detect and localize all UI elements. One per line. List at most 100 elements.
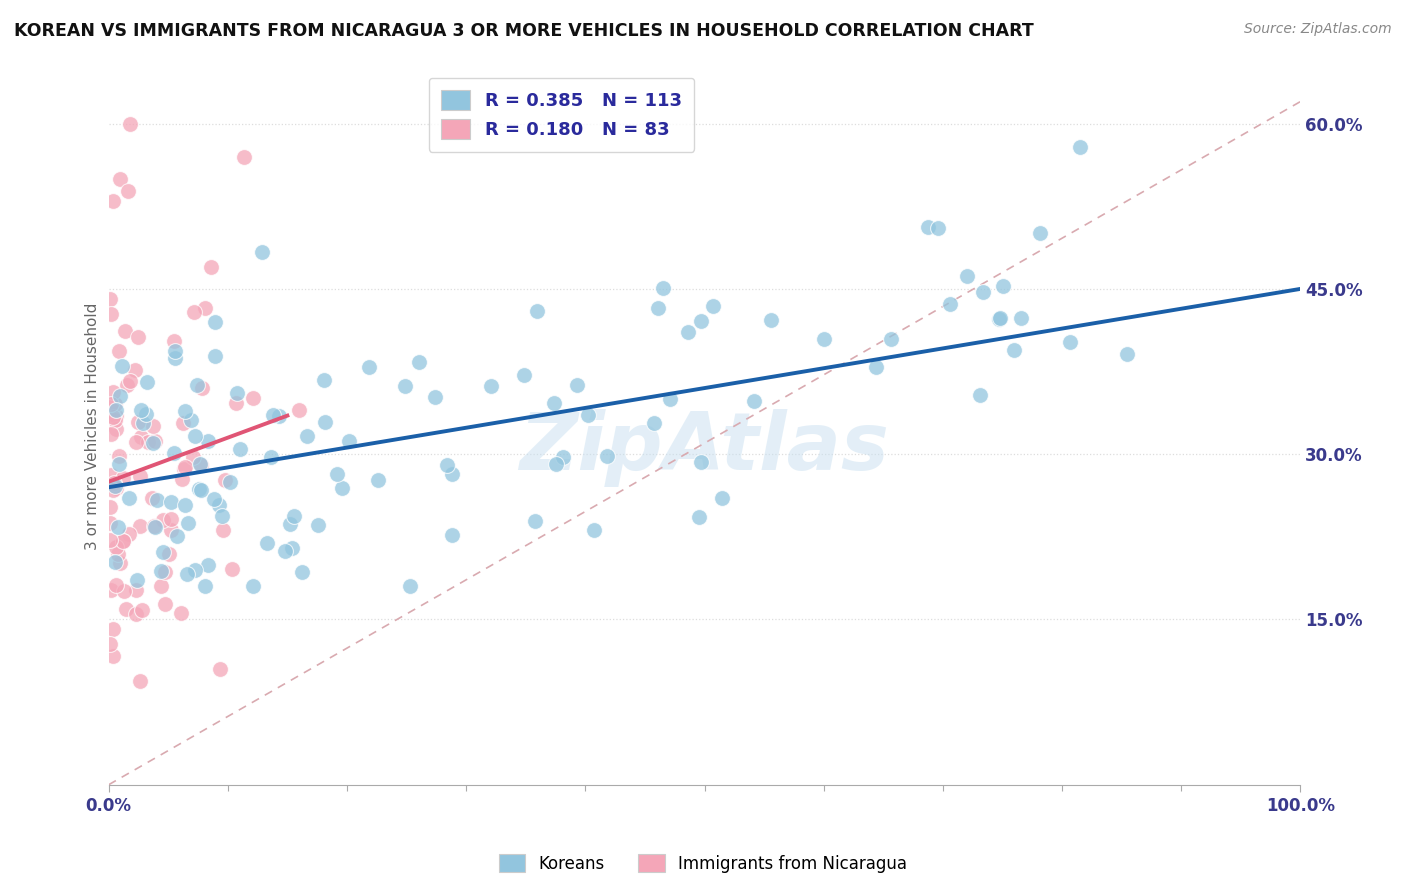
Point bbox=[553, 450, 575, 464]
Text: Source: ZipAtlas.com: Source: ZipAtlas.com bbox=[1244, 22, 1392, 37]
Point bbox=[879, 332, 901, 346]
Point bbox=[163, 343, 186, 358]
Point bbox=[170, 606, 193, 620]
Point bbox=[583, 523, 606, 537]
Text: KOREAN VS IMMIGRANTS FROM NICARAGUA 3 OR MORE VEHICLES IN HOUSEHOLD CORRELATION : KOREAN VS IMMIGRANTS FROM NICARAGUA 3 OR… bbox=[14, 22, 1033, 40]
Point bbox=[576, 408, 599, 422]
Point bbox=[166, 529, 188, 543]
Point bbox=[112, 470, 135, 484]
Point bbox=[917, 219, 939, 234]
Point bbox=[1115, 347, 1137, 361]
Point bbox=[190, 483, 212, 497]
Point bbox=[197, 434, 219, 449]
Point bbox=[260, 450, 283, 465]
Point bbox=[813, 332, 835, 346]
Point bbox=[132, 416, 155, 430]
Point bbox=[250, 245, 273, 260]
Point bbox=[115, 602, 138, 616]
Point bbox=[108, 457, 131, 471]
Point bbox=[152, 545, 174, 559]
Point bbox=[969, 388, 991, 402]
Point bbox=[165, 351, 187, 365]
Point bbox=[125, 583, 148, 598]
Point bbox=[295, 428, 318, 442]
Point bbox=[103, 409, 125, 424]
Point bbox=[208, 498, 231, 512]
Point bbox=[153, 597, 176, 611]
Point bbox=[104, 577, 127, 591]
Point bbox=[98, 292, 121, 306]
Point bbox=[744, 394, 766, 409]
Point bbox=[142, 435, 165, 450]
Point bbox=[702, 299, 724, 313]
Point bbox=[526, 304, 548, 318]
Point bbox=[1069, 140, 1091, 154]
Point bbox=[865, 360, 887, 375]
Point bbox=[98, 533, 121, 547]
Point bbox=[146, 492, 169, 507]
Point bbox=[367, 473, 389, 487]
Point bbox=[142, 419, 165, 434]
Point bbox=[143, 518, 166, 533]
Point bbox=[104, 397, 127, 411]
Point bbox=[173, 461, 195, 475]
Point bbox=[101, 648, 124, 663]
Point bbox=[183, 450, 205, 465]
Point bbox=[1028, 226, 1050, 240]
Point bbox=[690, 455, 713, 469]
Point bbox=[652, 281, 675, 295]
Point bbox=[204, 315, 226, 329]
Point bbox=[163, 334, 186, 349]
Point bbox=[242, 391, 264, 405]
Point bbox=[425, 390, 447, 404]
Point bbox=[307, 517, 329, 532]
Point bbox=[118, 527, 141, 541]
Point bbox=[180, 413, 202, 427]
Point bbox=[136, 375, 159, 389]
Legend: Koreans, Immigrants from Nicaragua: Koreans, Immigrants from Nicaragua bbox=[492, 847, 914, 880]
Point bbox=[761, 313, 783, 327]
Point bbox=[398, 579, 420, 593]
Point bbox=[118, 375, 141, 389]
Point bbox=[211, 523, 233, 537]
Point bbox=[114, 324, 136, 338]
Point bbox=[956, 269, 979, 284]
Point bbox=[104, 555, 127, 569]
Point bbox=[136, 434, 159, 449]
Point bbox=[188, 458, 211, 472]
Point bbox=[408, 355, 430, 369]
Point bbox=[127, 330, 149, 344]
Point bbox=[219, 475, 242, 490]
Point bbox=[939, 297, 962, 311]
Point bbox=[676, 325, 699, 339]
Point bbox=[242, 579, 264, 593]
Point bbox=[100, 397, 122, 411]
Point bbox=[107, 449, 129, 463]
Point bbox=[100, 467, 122, 482]
Point bbox=[115, 378, 138, 392]
Point bbox=[274, 544, 297, 558]
Point bbox=[101, 622, 124, 636]
Point bbox=[972, 285, 994, 300]
Point bbox=[194, 579, 217, 593]
Point bbox=[141, 491, 163, 505]
Point bbox=[291, 565, 314, 579]
Point bbox=[160, 524, 183, 538]
Point bbox=[107, 343, 129, 358]
Point bbox=[160, 512, 183, 526]
Point bbox=[129, 519, 152, 533]
Point bbox=[124, 363, 146, 377]
Point bbox=[988, 311, 1011, 326]
Point bbox=[111, 359, 134, 373]
Point bbox=[643, 417, 665, 431]
Point bbox=[204, 491, 226, 506]
Point bbox=[543, 396, 565, 410]
Point bbox=[172, 417, 194, 431]
Point bbox=[330, 482, 353, 496]
Point bbox=[595, 449, 617, 463]
Point bbox=[283, 508, 305, 523]
Point bbox=[193, 301, 215, 315]
Point bbox=[326, 467, 349, 482]
Point bbox=[100, 583, 122, 598]
Point bbox=[710, 491, 733, 505]
